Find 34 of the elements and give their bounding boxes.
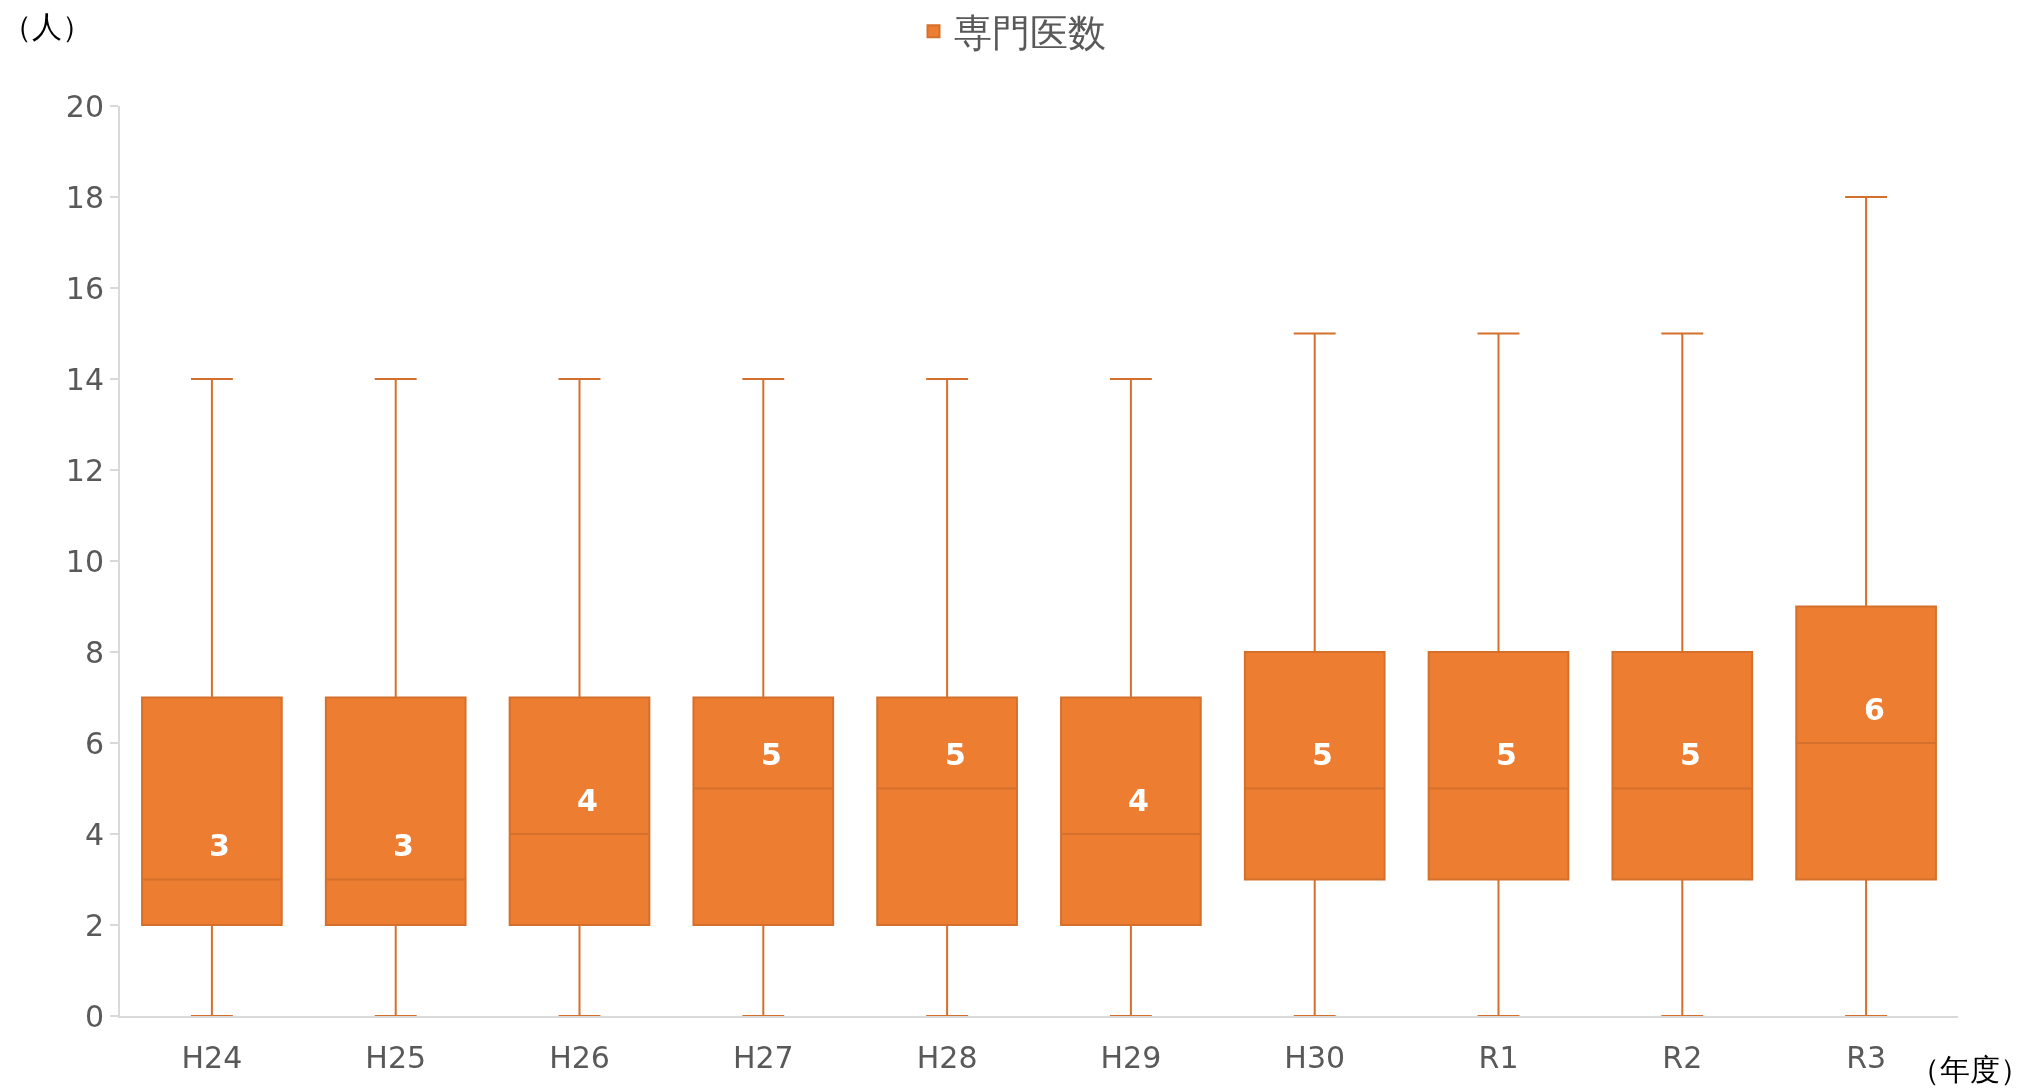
- y-tick-label: 18: [65, 179, 104, 215]
- x-tick-label: H28: [916, 1040, 978, 1075]
- text: 5: [1312, 737, 1333, 772]
- x-tick-label: R3: [1846, 1040, 1887, 1075]
- x-tick-label: H27: [732, 1040, 794, 1075]
- text: 5: [1680, 737, 1701, 772]
- y-tick-label: 8: [84, 634, 104, 670]
- x-tick-label: R2: [1662, 1040, 1703, 1075]
- y-tick-label: 0: [84, 998, 104, 1034]
- y-tick-label: 14: [65, 361, 104, 397]
- y-axis-title: （人）: [2, 9, 92, 44]
- y-tick-label: 16: [65, 270, 104, 306]
- legend-label: 専門医数: [953, 11, 1106, 56]
- text: 3: [393, 828, 414, 863]
- text: 5: [945, 737, 966, 772]
- text: 5: [761, 737, 782, 772]
- text: 4: [577, 783, 598, 818]
- text: 6: [1864, 692, 1885, 727]
- text: 5: [1496, 737, 1517, 772]
- y-tick-label: 6: [84, 725, 104, 761]
- x-tick-label: H30: [1284, 1040, 1346, 1075]
- x-tick-label: H24: [181, 1040, 243, 1075]
- text: 4: [1128, 783, 1149, 818]
- y-tick-label: 12: [65, 452, 104, 488]
- x-axis-title: （年度）: [1910, 1052, 2024, 1087]
- y-tick-label: 4: [84, 816, 104, 852]
- y-tick-label: 20: [65, 88, 104, 124]
- x-tick-label: H29: [1100, 1040, 1162, 1075]
- x-tick-label: R1: [1478, 1040, 1519, 1075]
- x-tick-label: H26: [549, 1040, 610, 1075]
- y-tick-label: 2: [84, 907, 104, 943]
- text: 3: [209, 828, 230, 863]
- y-tick-label: 10: [65, 543, 104, 579]
- x-tick-label: H25: [365, 1040, 427, 1075]
